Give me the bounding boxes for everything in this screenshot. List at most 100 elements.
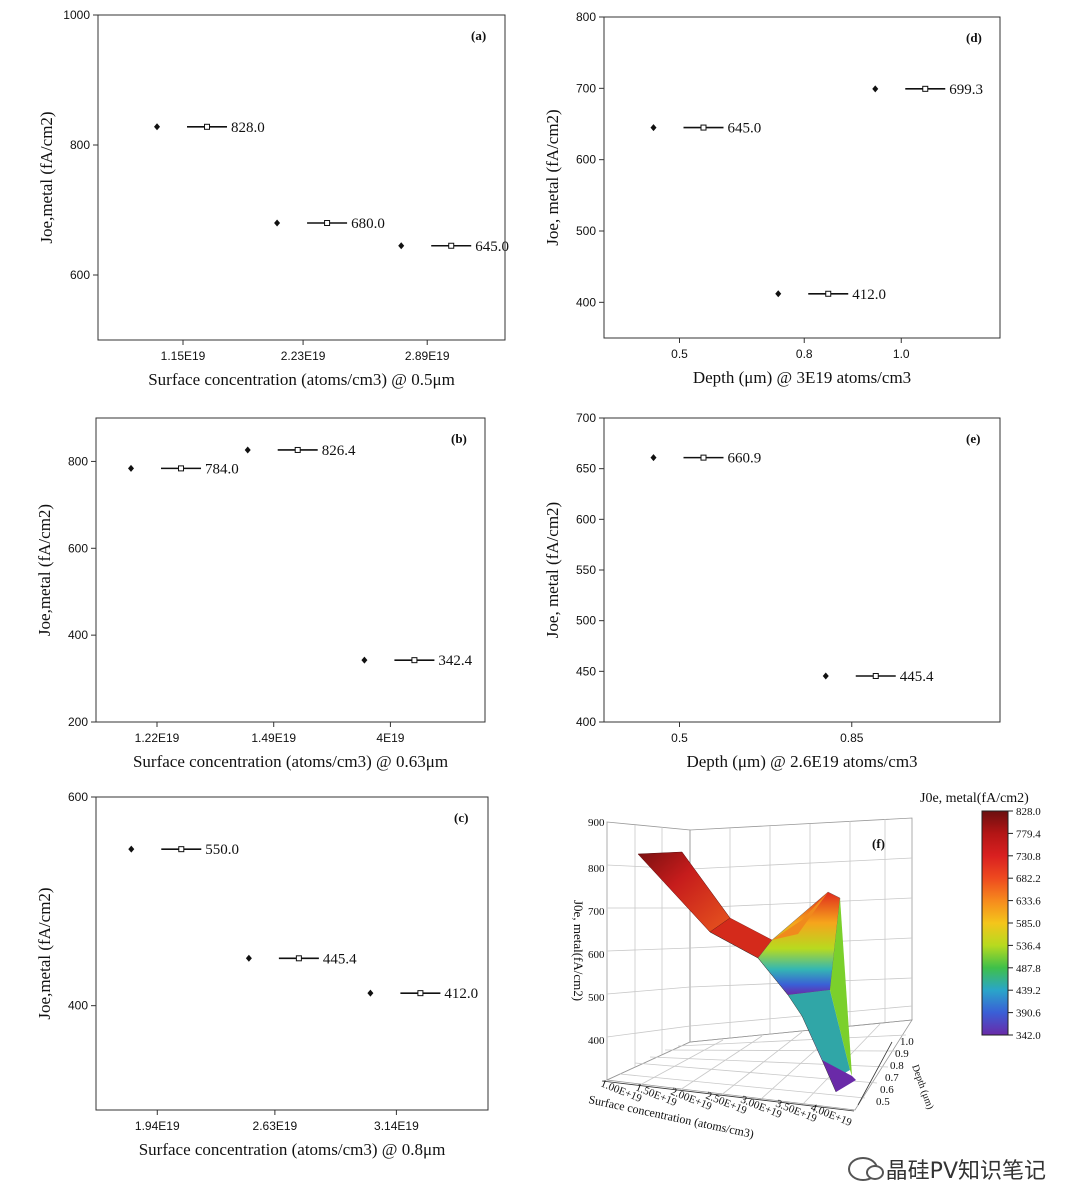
data-marker-box (411, 657, 418, 664)
data-marker-box (324, 220, 331, 226)
watermark: 晶硅PV知识笔记 (847, 1153, 1046, 1185)
plot-frame (603, 16, 1001, 339)
data-marker-box (204, 123, 211, 130)
data-marker-box (295, 955, 302, 962)
x-tick-label: 2.63E19 (253, 1119, 298, 1133)
x-tick-label: 0.8 (796, 347, 813, 361)
y-axis-label: Joe,metal (fA/cm2) (35, 887, 54, 1019)
y-tick-label: 400 (576, 295, 596, 309)
data-label: 412.0 (444, 986, 478, 1002)
depth-tick-label: 0.9 (895, 1048, 909, 1060)
y-tick-label: 600 (70, 268, 90, 282)
colorbar-label: 779.4 (1016, 828, 1041, 840)
x-tick-label: 0.5 (671, 347, 688, 361)
colorbar-label: 536.4 (1016, 940, 1041, 952)
colorbar-label: 730.8 (1016, 851, 1041, 863)
data-point (361, 656, 368, 664)
z-tick-label: 900 (588, 817, 605, 829)
colorbar-title: J0e, metal(fA/cm2) (920, 791, 1029, 806)
colorbar-label: 342.0 (1016, 1030, 1041, 1042)
y-tick-label: 500 (576, 614, 596, 628)
colorbar-label: 390.6 (1016, 1008, 1041, 1020)
plot-frame (603, 417, 1001, 723)
z-tick-label: 800 (588, 863, 605, 875)
z-tick-label: 400 (588, 1035, 605, 1047)
depth-tick-label: 1.0 (900, 1036, 914, 1048)
z-tick-label: 600 (588, 949, 605, 961)
data-point (775, 290, 782, 298)
data-label: 445.4 (900, 669, 934, 685)
y-axis-label: Joe,metal (fA/cm2) (37, 111, 56, 243)
data-label: 660.9 (728, 451, 762, 467)
panel-tag: (a) (471, 28, 486, 43)
y-axis-label: Joe,metal (fA/cm2) (35, 504, 54, 636)
y-tick-label: 650 (576, 462, 596, 476)
depth-tick-label: 0.5 (876, 1096, 890, 1108)
x-axis-label: Surface concentration (atoms/cm3) @ 0.5μ… (148, 370, 455, 389)
x-tick-label: 3.14E19 (374, 1119, 419, 1133)
y-tick-label: 400 (576, 715, 596, 729)
y-tick-label: 600 (576, 512, 596, 526)
data-point (650, 124, 657, 132)
plot-frame (97, 14, 506, 341)
data-point (244, 446, 251, 454)
y-tick-label: 800 (576, 10, 596, 24)
y-tick-label: 600 (576, 153, 596, 167)
data-point (128, 845, 135, 853)
data-point (822, 672, 829, 680)
data-label: 828.0 (231, 120, 265, 136)
x-axis-label: Depth (μm) @ 2.6E19 atoms/cm3 (686, 752, 917, 771)
colorbar (981, 810, 1009, 1036)
depth-axis-ticks: 0.5 0.6 0.7 0.8 0.9 1.0 (857, 1036, 914, 1108)
panel-tag: (b) (451, 431, 467, 446)
data-point (398, 242, 405, 250)
x-tick-label: 1.0 (893, 347, 910, 361)
y-tick-label: 550 (576, 563, 596, 577)
plot-frame (95, 417, 486, 723)
surface-mesh (637, 851, 856, 1093)
x-tick-label: 4E19 (376, 731, 404, 745)
panel-tag: (c) (454, 810, 468, 825)
data-marker-box (178, 465, 185, 472)
y-tick-label: 400 (68, 999, 88, 1013)
depth-axis-label: Depth (μm) (909, 1063, 935, 1111)
data-label: 826.4 (322, 443, 356, 459)
chart-d: 400 500 600 700 800 0.5 0.8 1.0 645.0 412.0 699.3 (… (543, 10, 1001, 387)
data-marker-box (922, 85, 929, 92)
chart-c: 400 600 1.94E19 2.63E19 3.14E19 550.0 445.4 412… (35, 790, 489, 1159)
watermark-text: 晶硅PV知识笔记 (885, 1159, 1046, 1184)
data-marker-box (417, 990, 424, 997)
colorbar-label: 828.0 (1016, 806, 1041, 818)
x-tick-label: 0.5 (671, 731, 688, 745)
y-tick-label: 1000 (63, 8, 90, 22)
y-tick-label: 450 (576, 664, 596, 678)
panel-tag: (f) (872, 836, 885, 851)
colorbar-labels: 828.0 779.4 730.8 682.2 633.6 585.0 536.4 487.8… (1008, 806, 1041, 1042)
colorbar-label: 487.8 (1016, 963, 1041, 975)
colorbar-label: 682.2 (1016, 873, 1041, 885)
concentration-tick-label: 4.00E+19 (809, 1102, 854, 1129)
y-tick-label: 500 (576, 224, 596, 238)
data-marker-box (872, 672, 879, 679)
y-tick-label: 800 (70, 138, 90, 152)
x-tick-label: 1.94E19 (135, 1119, 180, 1133)
data-point (650, 454, 657, 462)
depth-tick-label: 0.8 (890, 1060, 904, 1072)
data-point (274, 219, 281, 227)
z-axis-label: J0e, metal(fA/cm2) (571, 900, 586, 1001)
panel-tag: (e) (966, 431, 980, 446)
data-point (128, 464, 135, 472)
colorbar-label: 633.6 (1016, 896, 1041, 908)
x-axis-label: Depth (μm) @ 3E19 atoms/cm3 (693, 368, 911, 387)
data-label: 445.4 (323, 951, 357, 967)
chart-a: 600 800 1000 1.15E19 2.23E19 2.89E19 828.0 680.… (37, 8, 509, 389)
y-tick-label: 400 (68, 628, 88, 642)
data-label: 550.0 (205, 842, 239, 858)
plot-frame (95, 796, 489, 1111)
data-label: 342.4 (438, 653, 472, 669)
y-tick-label: 600 (68, 790, 88, 804)
z-tick-label: 700 (588, 906, 605, 918)
data-point (154, 123, 161, 131)
data-marker-box (700, 124, 707, 131)
x-tick-label: 1.49E19 (251, 731, 296, 745)
